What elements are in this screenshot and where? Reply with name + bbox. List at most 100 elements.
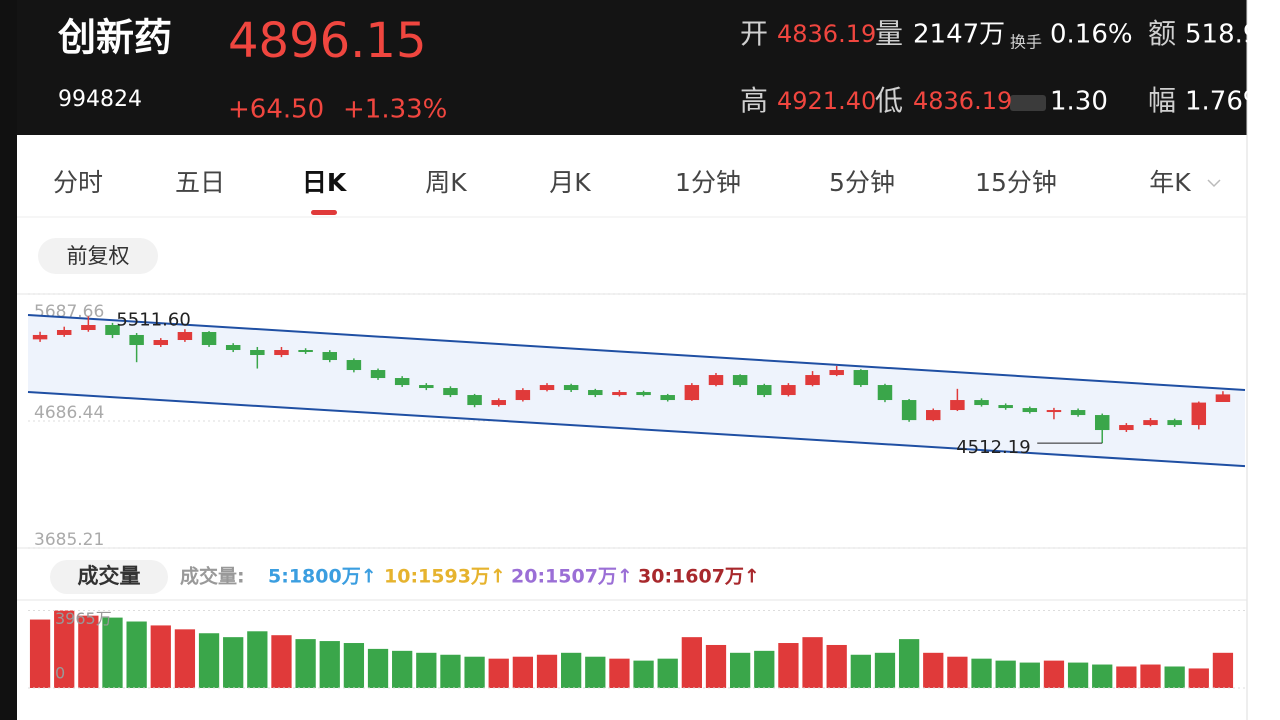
left-edge: [0, 0, 17, 720]
volume-bar: [440, 654, 461, 688]
index-code: 994824: [58, 87, 142, 112]
volume-bar: [29, 619, 51, 688]
volume-bar: [1212, 652, 1234, 688]
volume-bar: [198, 633, 220, 688]
price: 4896.15: [228, 13, 427, 69]
volume-bar: [923, 652, 944, 688]
volume-bar: [995, 660, 1016, 688]
adjust-label[interactable]: 前复权: [67, 244, 130, 268]
candle-body: [732, 375, 748, 386]
candle-body: [877, 385, 893, 401]
candle-body: [298, 350, 313, 353]
volume-tick-label: 3965万: [55, 609, 112, 628]
candle-body: [32, 334, 48, 340]
candle-body: [1119, 425, 1134, 431]
volume-bar: [778, 643, 799, 688]
volume-bar: [729, 652, 751, 688]
candle-body: [1191, 402, 1207, 426]
tab[interactable]: 五日: [175, 168, 225, 197]
volume-bar: [367, 648, 389, 688]
candle-body: [105, 325, 120, 335]
change: +64.50: [228, 95, 324, 125]
volume-title[interactable]: 成交量: [78, 564, 141, 588]
volume-bar: [657, 658, 678, 688]
volume-bar: [1116, 666, 1137, 688]
volume-bar: [585, 656, 606, 688]
candle-body: [539, 385, 555, 391]
stat-label: 幅: [1148, 84, 1176, 117]
max-label: 5511.60: [116, 309, 190, 330]
tab[interactable]: 周K: [425, 168, 467, 197]
index-name: 创新药: [58, 16, 172, 60]
candle-body: [467, 395, 482, 406]
volume-bar: [826, 644, 847, 688]
candle-body: [1143, 420, 1158, 426]
ma-legend: 5:1800万↑: [268, 566, 377, 588]
volume-tick-label: 0: [55, 664, 65, 683]
tab-indicator: [311, 210, 337, 215]
candle-body: [394, 378, 410, 386]
candle-body: [419, 385, 434, 389]
tab[interactable]: 15分钟: [975, 168, 1057, 197]
ma-legend: 10:1593万↑: [384, 566, 506, 588]
stat-value: 1.76%: [1185, 87, 1268, 117]
tab[interactable]: 日K: [302, 168, 348, 197]
candle-body: [370, 370, 386, 379]
candle-body: [901, 400, 917, 421]
candle-body: [153, 340, 169, 346]
candle-body: [322, 352, 337, 361]
volume-bar: [561, 652, 582, 688]
tab[interactable]: 5分钟: [829, 168, 895, 197]
volume-legend-label: 成交量:: [180, 565, 245, 588]
volume-bar: [681, 637, 702, 688]
dropdown-arrow[interactable]: [1207, 179, 1221, 188]
volume-bar: [850, 654, 871, 688]
volume-bar: [802, 637, 823, 688]
min-label: 4512.19: [956, 437, 1030, 458]
tab[interactable]: 年K: [1149, 168, 1191, 197]
candle-body: [1167, 420, 1182, 426]
candle-body: [853, 370, 869, 386]
volume-bar: [319, 641, 340, 688]
volume-bar: [343, 643, 365, 688]
stat-label: 额: [1148, 17, 1176, 50]
candle-body: [708, 375, 724, 386]
candle-body: [129, 334, 144, 346]
y-tick-label: 3685.21: [34, 530, 104, 550]
channel-line: [27, 391, 1246, 468]
tab[interactable]: 1分钟: [675, 168, 741, 197]
candle-body: [1215, 394, 1231, 403]
candle-body: [1070, 410, 1086, 416]
candle-body: [829, 370, 844, 376]
volume-bar: [609, 658, 630, 688]
volume-bar: [633, 660, 654, 688]
adjust-pill[interactable]: [38, 238, 158, 274]
candle-body: [781, 385, 796, 396]
candle-body: [1094, 415, 1110, 431]
volume-bar: [536, 654, 558, 688]
volume-pill[interactable]: [50, 560, 168, 594]
candle-body: [612, 392, 627, 396]
volume-bar: [223, 637, 244, 688]
volume-bar: [971, 658, 992, 688]
volume-bar: [174, 629, 196, 688]
volume-bar: [102, 617, 123, 688]
volume-bar: [464, 656, 485, 688]
volume-bar: [78, 615, 99, 688]
candle-body: [250, 350, 265, 356]
stat-value: 4921.40: [777, 87, 876, 115]
candle-body: [974, 400, 989, 406]
candle-body: [684, 385, 700, 401]
candle-body: [588, 390, 603, 396]
volume-bar: [416, 652, 437, 688]
volume-bar: [1188, 668, 1209, 688]
stat-value: 1.30: [1050, 87, 1108, 117]
candle-body: [274, 350, 289, 356]
volume-bar: [54, 610, 75, 688]
candle-body: [563, 385, 579, 391]
volume-bar: [1043, 660, 1065, 688]
tab[interactable]: 分时: [53, 168, 103, 197]
tab[interactable]: 月K: [549, 168, 591, 197]
volume-bar: [150, 625, 171, 688]
